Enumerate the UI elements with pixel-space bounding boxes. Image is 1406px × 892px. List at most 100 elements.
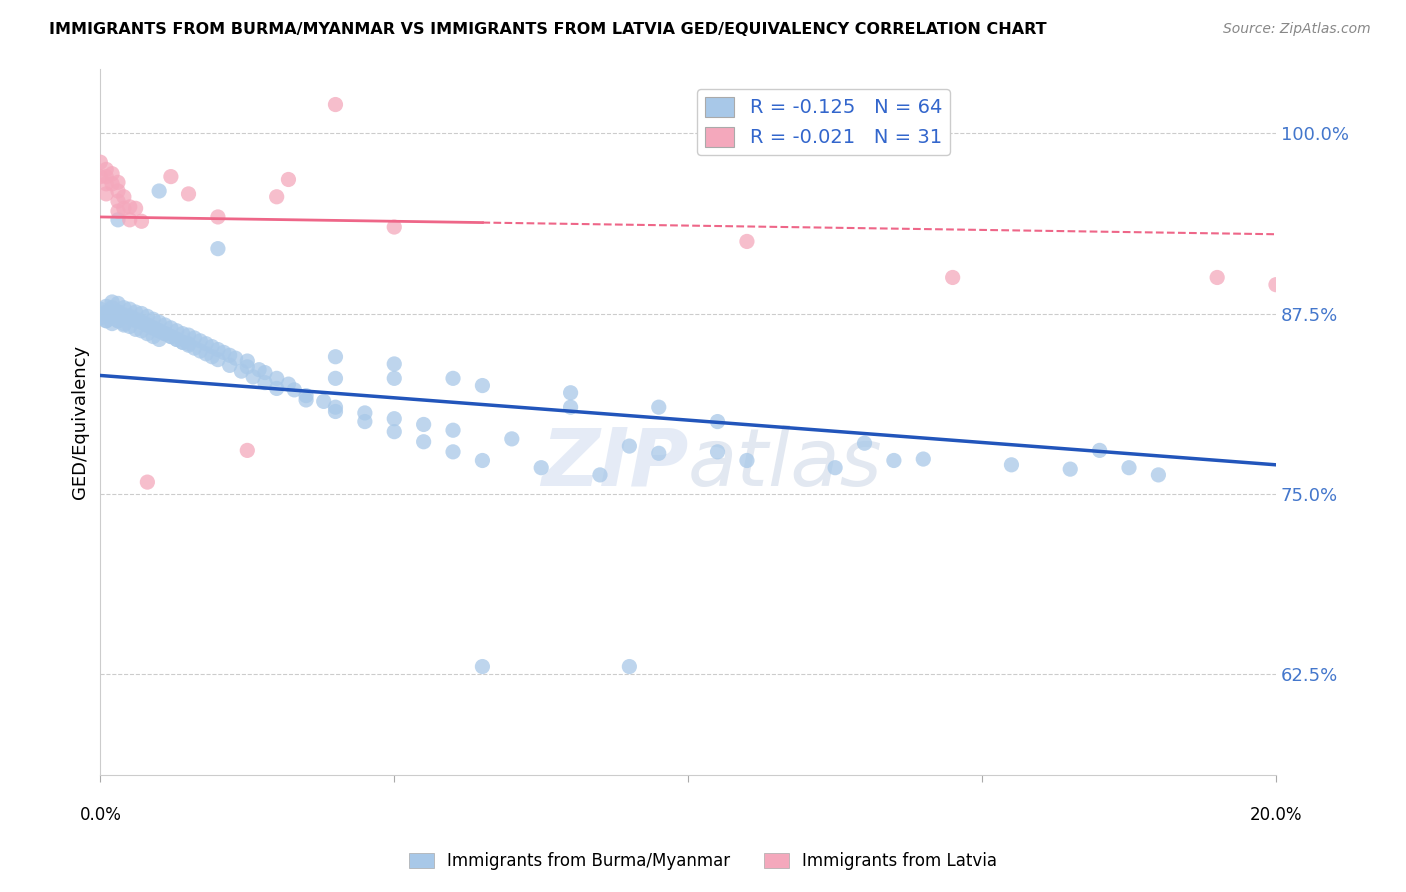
Point	[166, 324, 188, 338]
Point	[118, 302, 141, 317]
Point	[382, 371, 405, 385]
Point	[112, 308, 135, 322]
Point	[201, 340, 224, 354]
Point	[648, 446, 671, 460]
Point	[735, 235, 758, 249]
Point	[148, 324, 170, 338]
Point	[1118, 460, 1140, 475]
Point	[218, 348, 240, 362]
Point	[124, 312, 146, 326]
Point	[183, 341, 205, 355]
Point	[107, 305, 129, 319]
Point	[382, 220, 405, 235]
Point	[101, 306, 124, 320]
Point	[96, 162, 118, 177]
Point	[96, 186, 118, 201]
Point	[312, 394, 335, 409]
Point	[118, 310, 141, 324]
Point	[236, 354, 259, 368]
Point	[142, 321, 165, 335]
Point	[441, 371, 464, 385]
Point	[295, 389, 318, 403]
Point	[89, 169, 111, 184]
Point	[96, 306, 118, 320]
Point	[382, 411, 405, 425]
Point	[148, 184, 170, 198]
Point	[153, 326, 176, 341]
Point	[148, 315, 170, 329]
Point	[96, 177, 118, 191]
Point	[225, 351, 247, 366]
Point	[107, 175, 129, 189]
Point	[354, 415, 377, 429]
Point	[136, 475, 159, 489]
Point	[183, 331, 205, 345]
Text: 20.0%: 20.0%	[1250, 806, 1302, 824]
Point	[201, 350, 224, 364]
Point	[153, 318, 176, 332]
Point	[96, 299, 118, 313]
Text: ZIP: ZIP	[541, 425, 688, 503]
Point	[471, 378, 494, 392]
Point	[382, 425, 405, 439]
Point	[112, 310, 135, 324]
Point	[325, 371, 347, 385]
Point	[101, 295, 124, 310]
Point	[236, 443, 259, 458]
Point	[131, 324, 153, 338]
Point	[96, 169, 118, 184]
Point	[89, 302, 111, 317]
Point	[266, 190, 288, 204]
Point	[1059, 462, 1081, 476]
Point	[253, 366, 276, 380]
Point	[112, 317, 135, 331]
Point	[471, 659, 494, 673]
Point	[124, 314, 146, 328]
Point	[648, 400, 671, 414]
Point	[160, 321, 183, 335]
Point	[136, 310, 159, 324]
Point	[131, 315, 153, 329]
Point	[172, 326, 194, 341]
Point	[112, 318, 135, 332]
Point	[236, 359, 259, 374]
Point	[177, 336, 200, 351]
Point	[107, 314, 129, 328]
Y-axis label: GED/Equivalency: GED/Equivalency	[72, 344, 89, 499]
Point	[231, 364, 253, 378]
Point	[118, 212, 141, 227]
Point	[160, 169, 183, 184]
Point	[172, 335, 194, 350]
Point	[118, 319, 141, 334]
Point	[107, 314, 129, 328]
Point	[277, 377, 299, 392]
Point	[131, 214, 153, 228]
Point	[153, 326, 176, 341]
Point	[124, 305, 146, 319]
Point	[124, 322, 146, 336]
Point	[212, 345, 235, 359]
Point	[1000, 458, 1022, 472]
Point	[207, 242, 229, 256]
Point	[354, 406, 377, 420]
Legend: Immigrants from Burma/Myanmar, Immigrants from Latvia: Immigrants from Burma/Myanmar, Immigrant…	[402, 846, 1004, 877]
Point	[195, 336, 218, 351]
Point	[412, 434, 434, 449]
Point	[107, 212, 129, 227]
Point	[207, 343, 229, 357]
Point	[96, 305, 118, 319]
Point	[501, 432, 523, 446]
Point	[412, 417, 434, 432]
Point	[131, 315, 153, 329]
Point	[1265, 277, 1288, 292]
Point	[89, 155, 111, 169]
Point	[195, 347, 218, 361]
Point	[266, 371, 288, 385]
Point	[188, 343, 211, 358]
Point	[124, 202, 146, 216]
Point	[218, 359, 240, 373]
Point	[160, 329, 183, 343]
Legend: R = -0.125   N = 64, R = -0.021   N = 31: R = -0.125 N = 64, R = -0.021 N = 31	[697, 89, 949, 155]
Point	[136, 326, 159, 341]
Point	[131, 306, 153, 320]
